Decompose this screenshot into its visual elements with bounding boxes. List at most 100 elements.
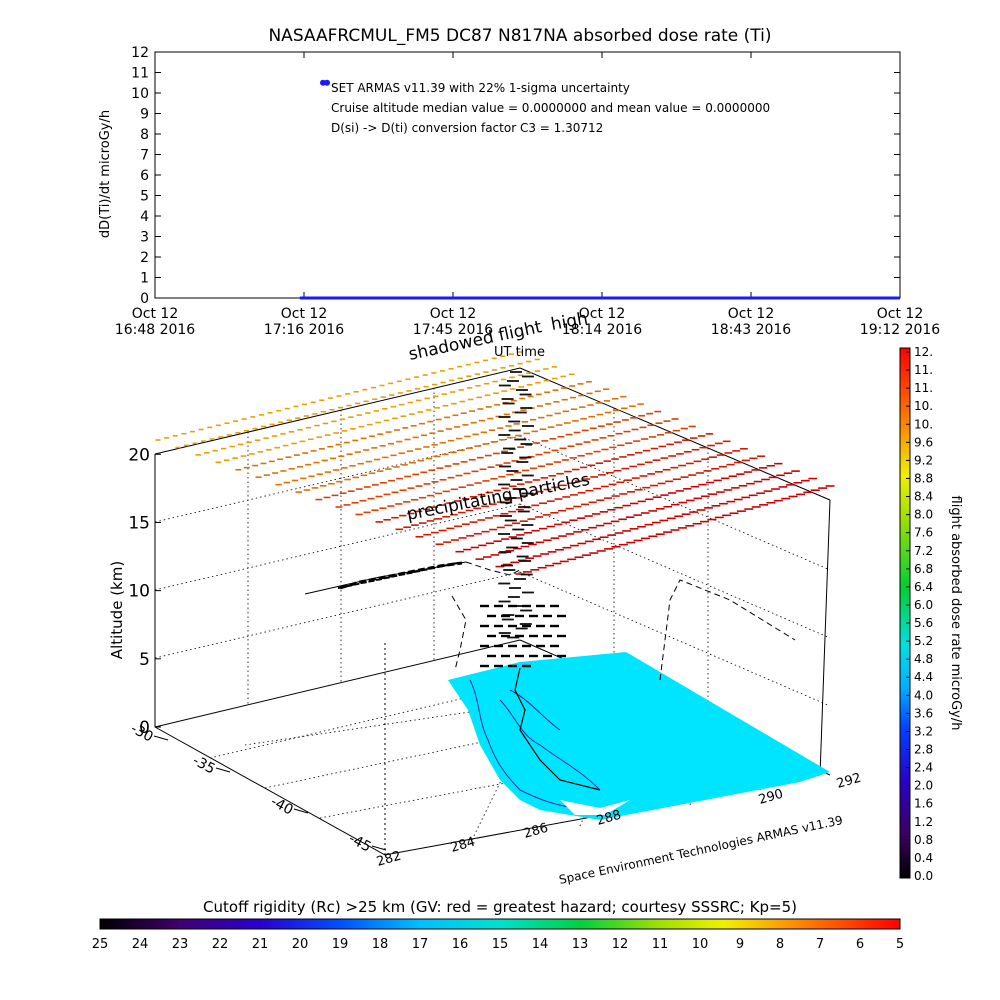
longitude-tick-label: 284 [449, 835, 477, 856]
rigidity-colorbar-tick-label: 13 [572, 937, 589, 952]
trail-marker [413, 570, 421, 573]
rigidity-colorbar-tick-label: 17 [412, 937, 429, 952]
annotation-line-1: SET ARMAS v11.39 with 22% 1-sigma uncert… [331, 81, 630, 95]
dose-colorbar-tick-label: 6.4 [914, 580, 933, 594]
rigidity-colorbar-tick-label: 14 [532, 937, 549, 952]
trail-marker [375, 578, 383, 581]
dose-colorbar-tick-label: 6.0 [914, 598, 933, 612]
dose-colorbar-tick-label: 5.6 [914, 616, 933, 630]
altitude-tick-label: 10 [128, 582, 150, 602]
dose-colorbar-tick-label: 4.8 [914, 652, 933, 666]
trail-marker [444, 563, 451, 567]
latitude-tick [215, 767, 231, 773]
latitude-tick [371, 845, 387, 851]
dose-colorbar-tick-label: 6.8 [914, 562, 933, 576]
annotation-line-3: D(si) -> D(ti) conversion factor C3 = 1.… [331, 121, 603, 135]
dose-colorbar-tick-label: 0.4 [914, 851, 933, 865]
rigidity-colorbar-tick-label: 19 [332, 937, 349, 952]
label-altitude: Altitude (km) [108, 561, 126, 659]
legend-marker [320, 79, 326, 86]
longitude-tick-label: 290 [757, 787, 785, 808]
dose-colorbar-gradient [899, 347, 911, 879]
longitude-tick-label: 292 [835, 771, 863, 792]
top-y-tick-label: 9 [140, 107, 149, 123]
top-x-tick-time: 18:14 2016 [562, 322, 643, 338]
flight-ground-track [514, 667, 601, 791]
longitude-ticks: 282 284 286 288 290 292 [375, 771, 863, 870]
rigidity-colorbar-tick-label: 25 [92, 937, 109, 952]
altitude-tick-label: 0 [139, 718, 150, 738]
rigidity-colorbar-tick-label: 15 [492, 937, 509, 952]
rigidity-colorbar-tick-label: 21 [252, 937, 269, 952]
ground-map [448, 652, 830, 820]
top-x-tick-date: Oct 12 [728, 306, 774, 322]
rigidity-colorbar: Cutoff rigidity (Rc) >25 km (GV: red = g… [92, 898, 904, 952]
trail-marker [429, 566, 436, 570]
latitude-tick-label: -45 [346, 831, 374, 856]
dose-colorbar-tick-label: 5.2 [914, 634, 933, 648]
dose-colorbar-tick-label: 0.8 [914, 833, 933, 847]
top-title: NASAAFRCMUL_FM5 DC87 N817NA absorbed dos… [268, 26, 771, 46]
dose-colorbar-tick-label: 7.6 [914, 526, 933, 540]
trail-marker [406, 571, 413, 575]
dose-colorbar-tick-label: 3.2 [914, 724, 933, 738]
top-x-tick-date: Oct 12 [430, 306, 476, 322]
rigidity-colorbar-tick-label: 20 [292, 937, 309, 952]
latitude-ticks: -30 -35 -40 -45 [128, 721, 387, 856]
top-y-tick-label: 10 [131, 86, 149, 102]
dose-colorbar-tick-label: 11. [914, 363, 933, 377]
top-y-tick-label: 11 [131, 66, 149, 82]
dose-colorbar-tick-label: 9.2 [914, 453, 933, 467]
top-y-tick-label: 8 [140, 127, 149, 143]
dose-colorbar-tick-label: 1.6 [914, 797, 933, 811]
altitude-tick-label: 20 [128, 445, 150, 465]
rigidity-colorbar-tick-label: 24 [132, 937, 149, 952]
top-x-tick-date: Oct 12 [281, 306, 327, 322]
top-y-tick-label: 1 [140, 271, 149, 287]
ground-land-patch [560, 800, 630, 815]
longitude-tick-label: 288 [595, 808, 623, 829]
trail-marker [421, 568, 428, 572]
top-y-tick-label: 3 [140, 230, 149, 246]
dose-colorbar-tick-label: 1.2 [914, 815, 933, 829]
top-y-tick-label: 7 [140, 148, 149, 164]
top-y-tick-label: 4 [140, 209, 149, 225]
top-x-tick-date: Oct 12 [579, 306, 625, 322]
rigidity-colorbar-tick-label: 18 [372, 937, 389, 952]
altitude-ticks: 0 5 10 15 20 [128, 445, 161, 738]
annotation-line-2: Cruise altitude median value = 0.0000000… [331, 101, 770, 115]
dose-colorbar-tick-label: 2.4 [914, 761, 933, 775]
altitude-tick-label: 5 [139, 650, 150, 670]
dose-colorbar-tick-label: 10. [914, 399, 933, 413]
longitude-tick-label: 282 [375, 849, 403, 870]
rigidity-colorbar-tick-label: 9 [736, 937, 744, 952]
dose-colorbar-tick-label: 4.0 [914, 688, 933, 702]
rigidity-colorbar-tick-label: 8 [776, 937, 784, 952]
dose-colorbar-tick-label: 8.8 [914, 471, 933, 485]
latitude-tick [153, 735, 169, 741]
top-y-tick-label: 5 [140, 189, 149, 205]
trail-marker [436, 565, 443, 569]
trail-marker [337, 586, 345, 589]
trail-marker [398, 573, 405, 577]
top-y-tick-label: 12 [131, 45, 149, 61]
dose-colorbar-tick-label: 4.4 [914, 670, 933, 684]
dose-colorbar-tick-label: 3.6 [914, 706, 933, 720]
top-x-tick-time: 17:45 2016 [413, 322, 494, 338]
longitude-tick-label: 286 [522, 821, 550, 842]
dose-colorbar-tick-label: 2.8 [914, 743, 933, 757]
top-y-tick-label: 0 [140, 291, 149, 307]
rigidity-colorbar-gradient [99, 918, 901, 930]
dose-colorbar-tick-label: 2.0 [914, 779, 933, 793]
rigidity-colorbar-tick-label: 10 [692, 937, 709, 952]
rigidity-colorbar-tick-label: 5 [896, 937, 904, 952]
top-x-tick-time: 18:43 2016 [711, 322, 792, 338]
top-x-tick-time: 16:48 2016 [115, 322, 196, 338]
top-y-tick-label: 6 [140, 168, 149, 184]
trail-marker [451, 562, 459, 565]
altitude-3d-panel: shadowed flight high UT time precipitati… [108, 309, 863, 887]
trail-marker [345, 584, 352, 588]
